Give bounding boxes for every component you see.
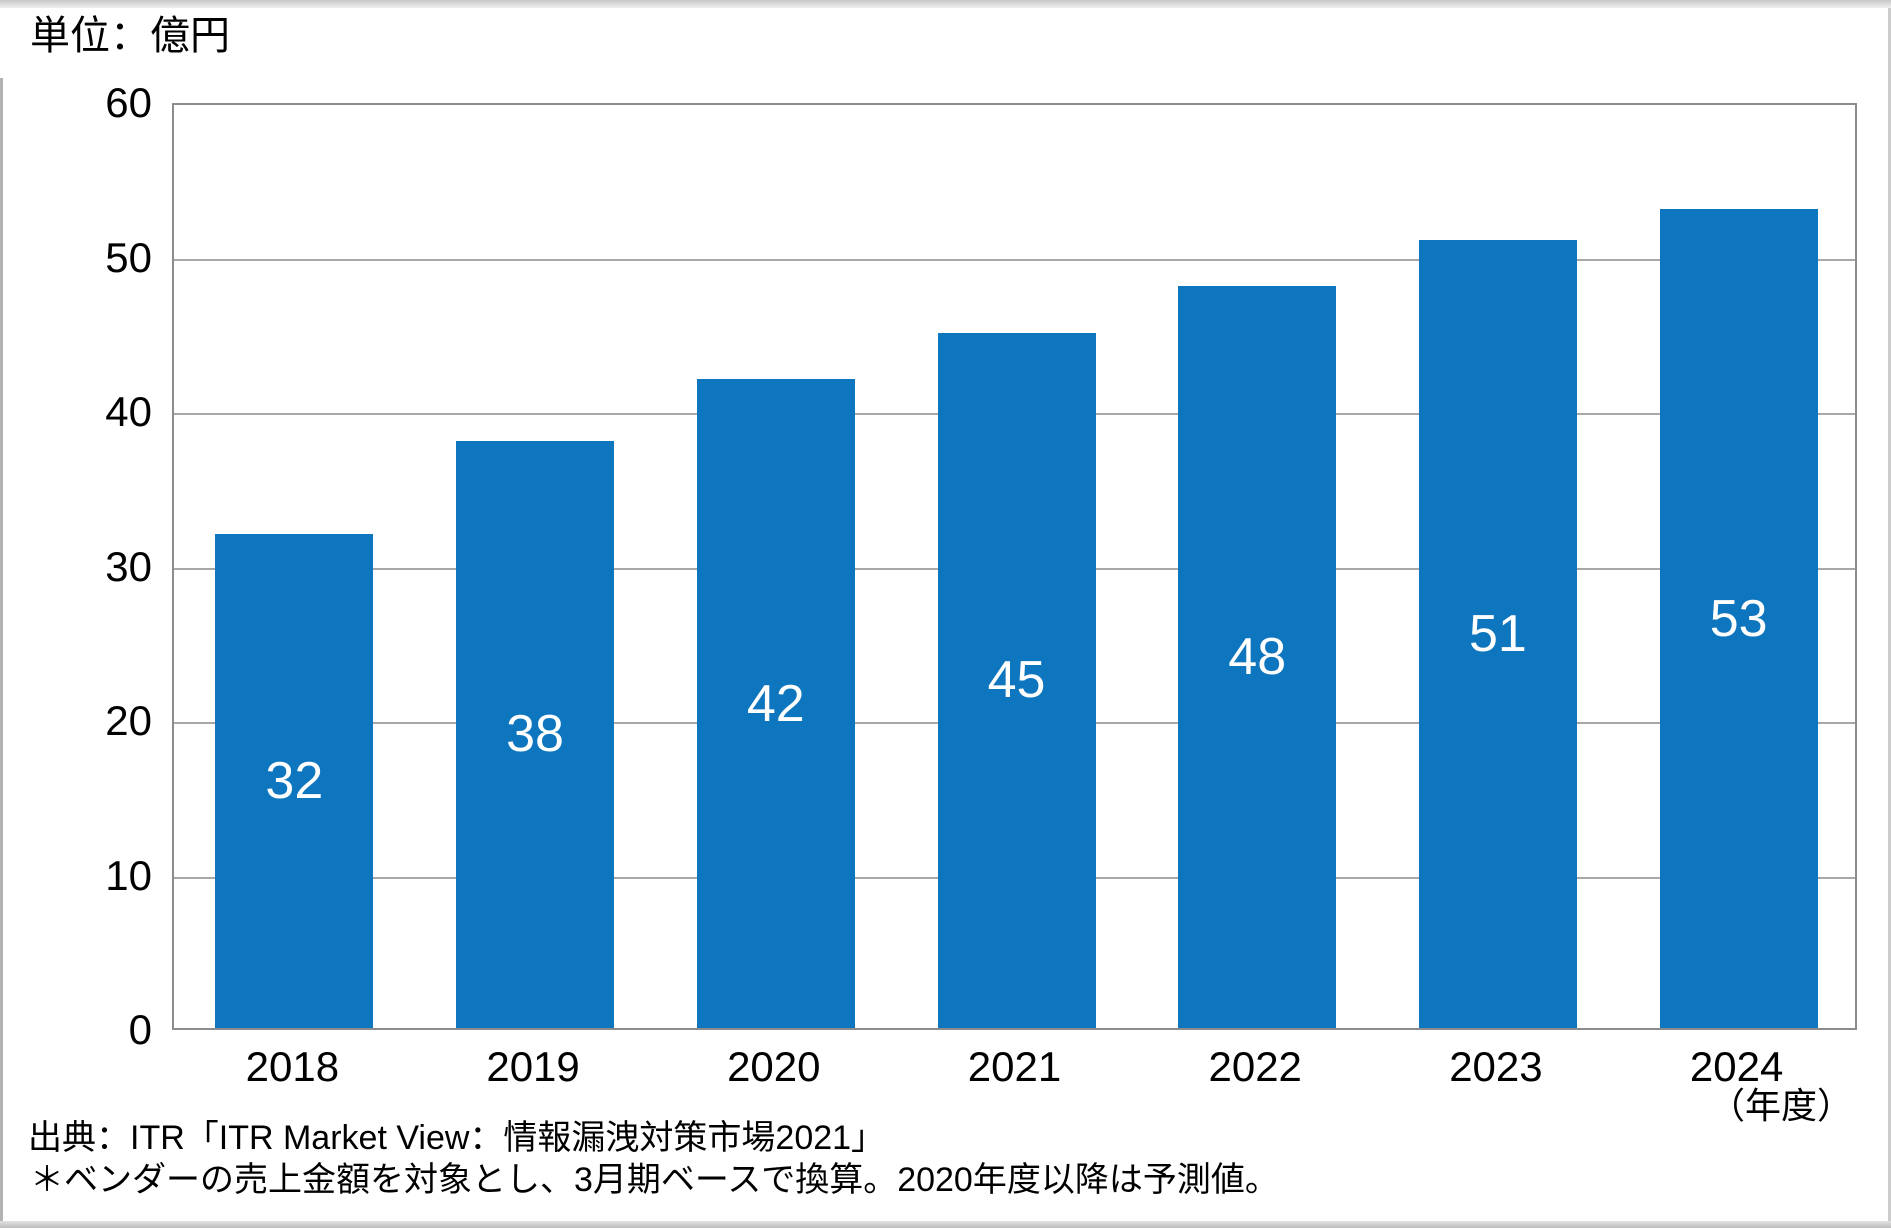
x-tick-label-2019: 2019 [486,1043,580,1090]
bar-2018: 32 [215,533,374,1028]
y-tick-label-50: 50 [105,233,152,281]
page-border-right [1888,8,1891,1228]
y-tick-label-60: 60 [105,79,152,126]
gridline-y50 [174,258,1855,261]
bar-2019: 38 [456,440,615,1028]
unit-label: 単位：億円 [30,14,230,58]
bar-2021: 45 [937,332,1096,1028]
page-border-left [0,78,3,1228]
x-tick-label-2018: 2018 [245,1043,340,1090]
page-border-top [0,0,1891,8]
y-tick-label-30: 30 [105,542,152,590]
bar-2020: 42 [696,379,855,1028]
y-tick-label-40: 40 [105,388,152,435]
bar-value-label: 48 [1228,628,1287,687]
bar-value-label: 53 [1709,589,1768,648]
y-tick-label-20: 20 [105,697,152,744]
x-tick-label-2024: 2024 [1689,1043,1784,1090]
page-border-bottom [0,1221,1891,1228]
bar-value-label: 32 [265,751,324,810]
bar-2023: 51 [1418,240,1577,1028]
bar-value-label: 45 [987,651,1046,710]
x-tick-label-2021: 2021 [967,1043,1062,1090]
y-tick-label-10: 10 [105,851,152,899]
chart-plot: 32 38 42 45 48 51 53 [172,103,1857,1030]
source-line-1: 出典：ITR「ITR Market View：情報漏洩対策市場2021」 [28,1119,886,1157]
bar-2022: 48 [1178,286,1337,1028]
x-tick-label-2023: 2023 [1449,1043,1543,1090]
bar-value-label: 51 [1469,605,1527,664]
bar-2024: 53 [1659,209,1818,1028]
x-tick-label-2020: 2020 [727,1043,821,1090]
source-line-2: ＊ベンダーの売上金額を対象とし、3月期ベースで換算。2020年度以降は予測値。 [30,1161,1279,1199]
x-tick-label-2022: 2022 [1208,1043,1302,1090]
bar-value-label: 42 [746,674,805,733]
x-axis-unit-label: （年度） [1708,1085,1853,1126]
bar-value-label: 38 [506,705,564,764]
y-tick-label-0: 0 [128,1006,152,1053]
